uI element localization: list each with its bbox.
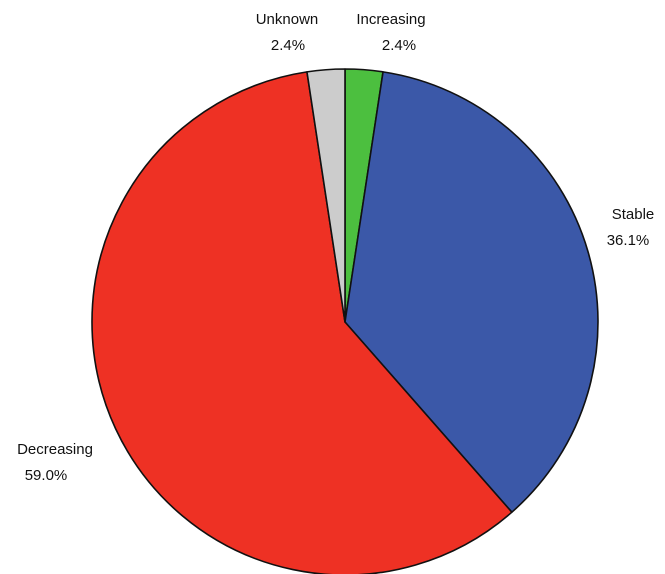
pie-labels: Increasing 2.4% Stable 36.1% Decreasing … bbox=[17, 11, 654, 484]
value-label-increasing: 2.4% bbox=[382, 37, 416, 54]
pie-slice-unknown bbox=[306, 68, 346, 323]
label-decreasing: Decreasing bbox=[17, 441, 93, 458]
pie-slices bbox=[91, 68, 599, 574]
pie-slice-stable bbox=[344, 71, 599, 513]
value-label-decreasing: 59.0% bbox=[25, 467, 68, 484]
label-increasing: Increasing bbox=[356, 11, 425, 28]
pie-slice-decreasing bbox=[91, 71, 513, 574]
value-label-unknown: 2.4% bbox=[271, 37, 305, 54]
value-label-stable: 36.1% bbox=[607, 232, 650, 249]
label-unknown: Unknown bbox=[256, 11, 319, 28]
label-stable: Stable bbox=[612, 206, 655, 223]
